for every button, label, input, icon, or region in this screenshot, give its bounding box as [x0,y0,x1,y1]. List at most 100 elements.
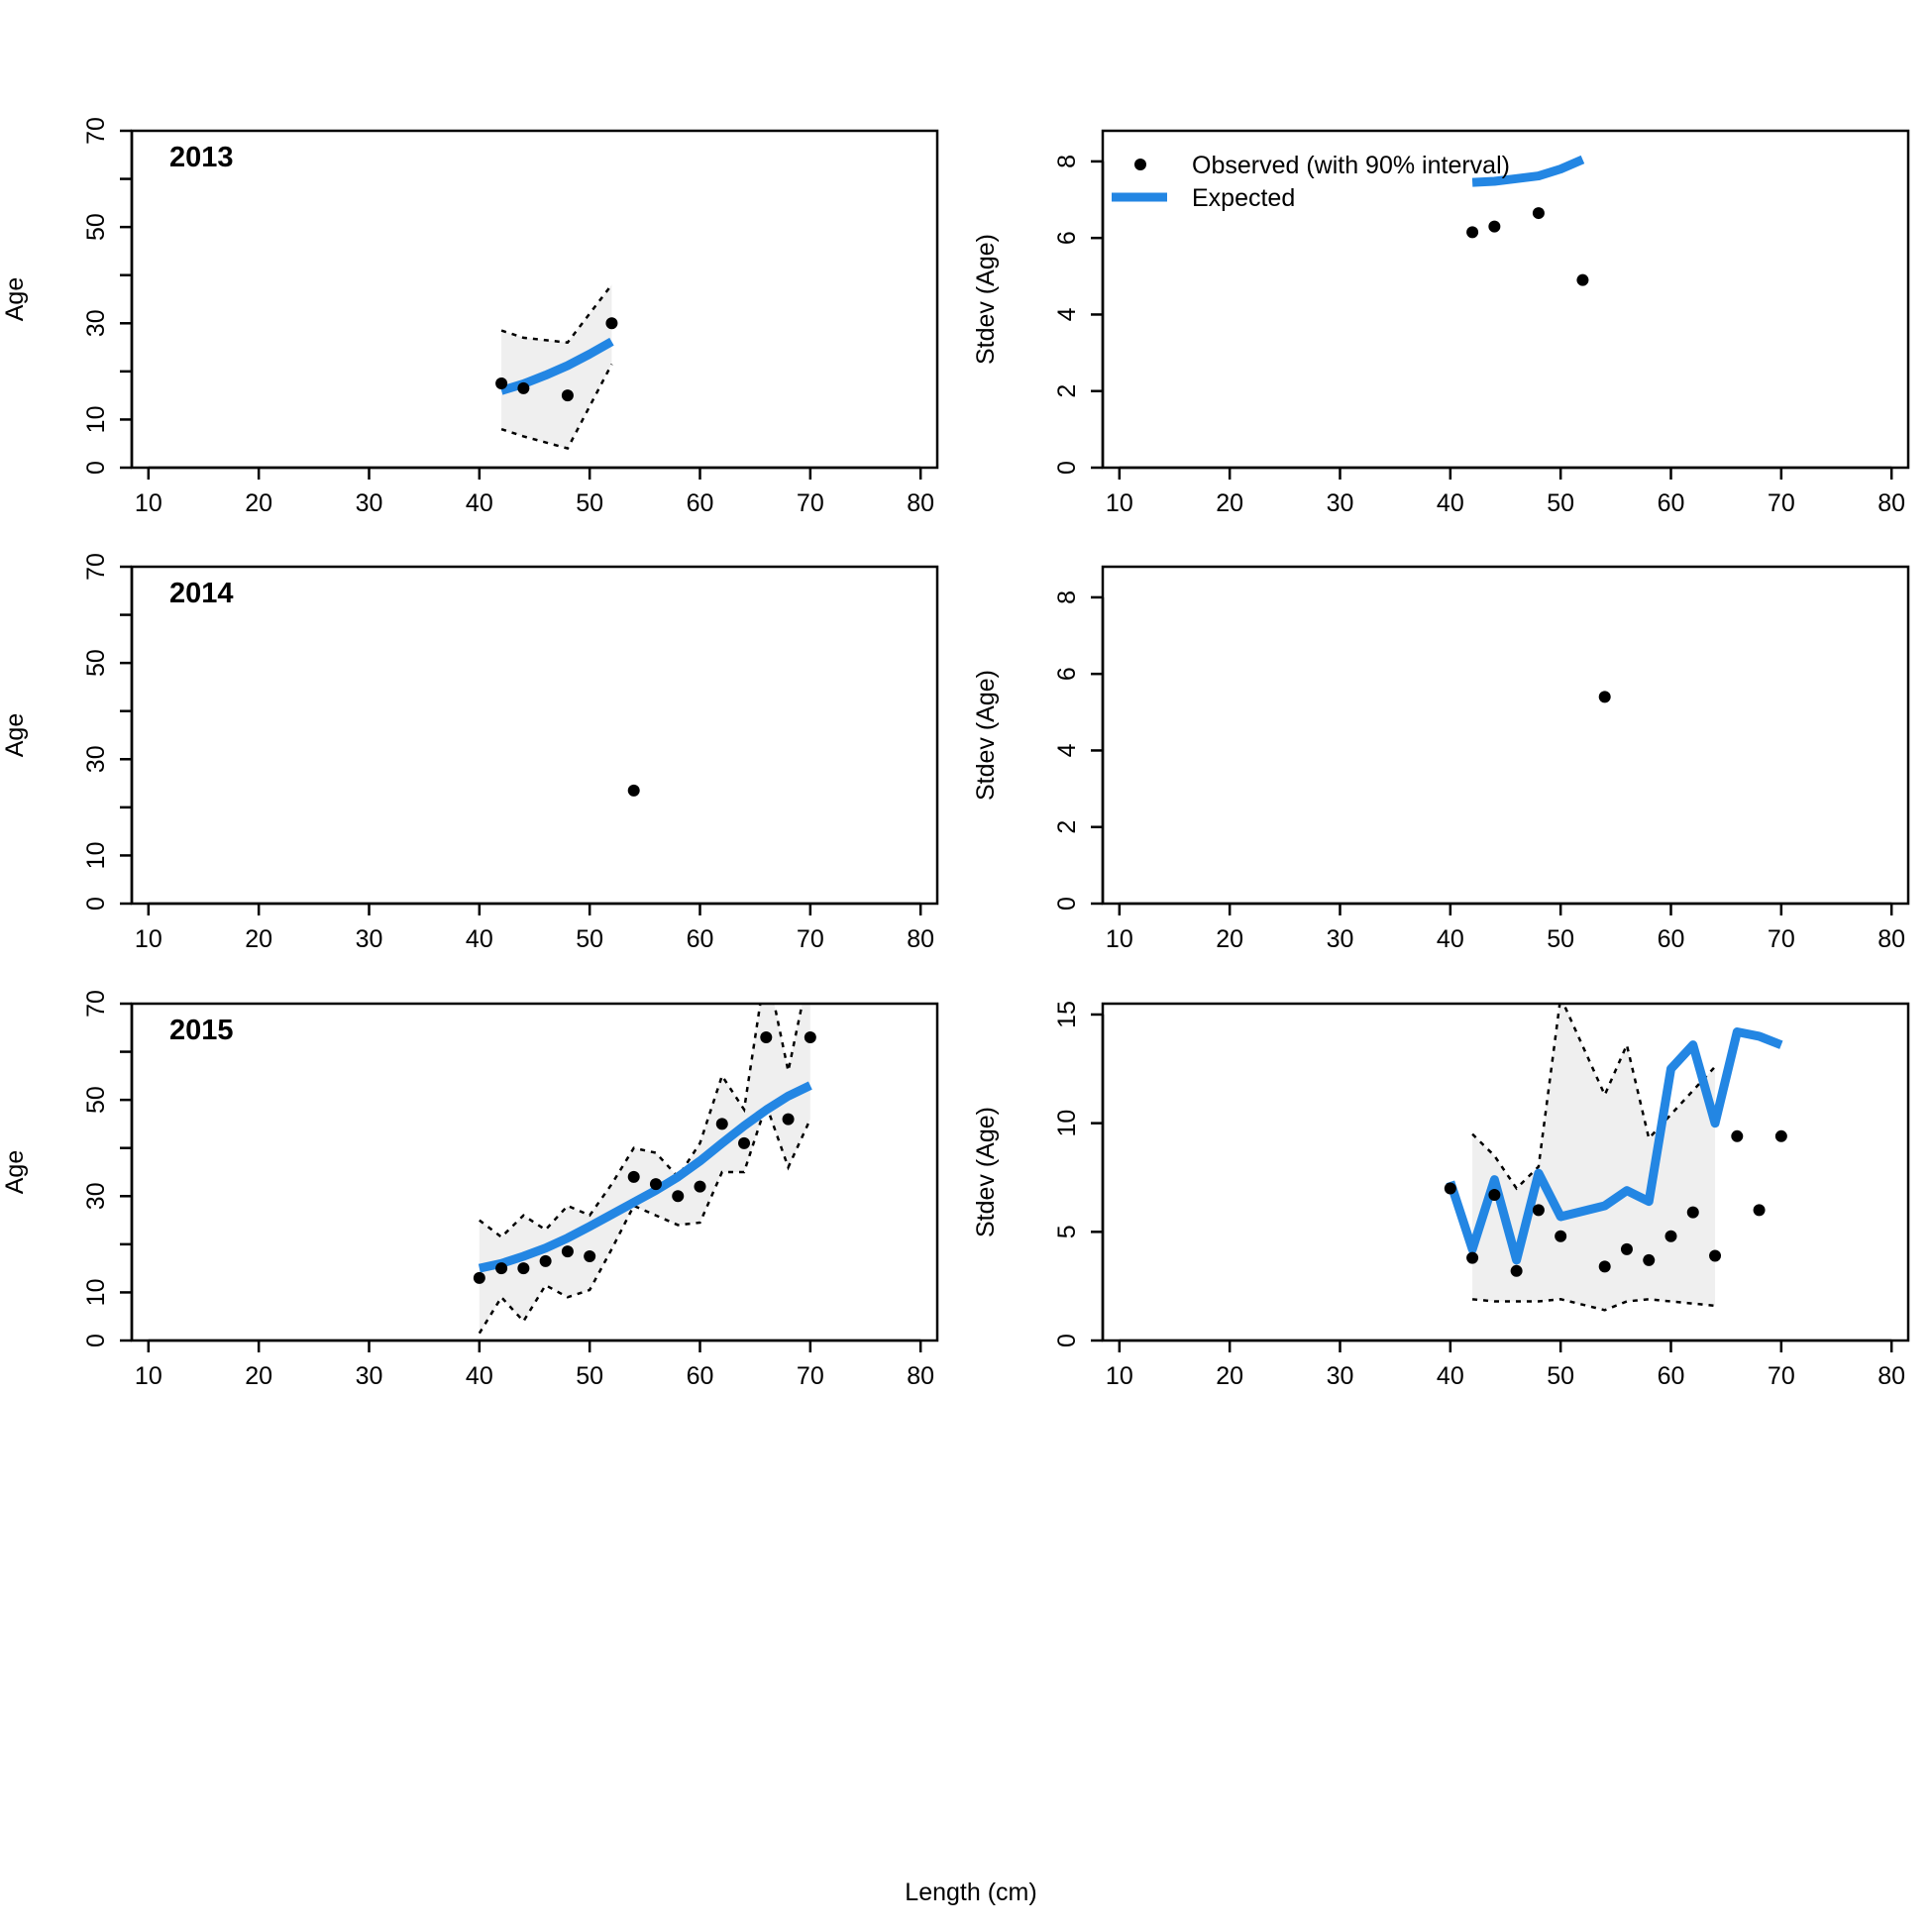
y-tick-label: 30 [82,1182,110,1210]
y-tick-label: 10 [82,1279,110,1307]
y-axis-title: Stdev (Age) [972,234,1000,365]
x-tick-label: 40 [1437,1362,1464,1390]
observed-point [473,1271,485,1284]
x-tick-label: 70 [1768,489,1795,517]
observed-point [584,1250,596,1262]
plot-area [473,1004,816,1335]
observed-point [1444,1182,1456,1195]
x-tick-label: 10 [1106,925,1133,953]
y-tick-label: 8 [1053,590,1081,604]
observed-point [517,381,530,394]
y-tick-label: 0 [1053,1334,1081,1347]
observed-point [1488,220,1501,233]
x-tick-label: 20 [1216,489,1243,517]
observed-point [760,1031,773,1043]
observed-point [539,1254,552,1267]
x-tick-label: 80 [1878,1362,1905,1390]
y-tick-label: 4 [1053,307,1081,321]
x-tick-label: 20 [245,489,272,517]
y-tick-label: 30 [82,309,110,337]
interval-upper-line [500,283,613,345]
x-tick-label: 50 [1547,489,1574,517]
y-tick-label: 6 [1053,667,1081,681]
year-label: 2013 [169,142,234,173]
y-tick-label: 5 [1053,1225,1081,1238]
x-tick-label: 30 [356,489,383,517]
x-tick-label: 70 [797,925,824,953]
interval-lower-line [500,363,613,451]
x-tick-label: 30 [356,1362,383,1390]
observed-point [672,1190,685,1203]
panel-3: 10 20 30 40 50 60 70 80 0 10 30 50 70 Age 2014 [1,553,939,953]
observed-point [1664,1230,1677,1242]
y-axis-title: Stdev (Age) [972,1107,1000,1237]
observed-point [1532,1204,1545,1217]
observed-point [517,1262,530,1275]
observed-point [627,784,640,797]
y-axis: 0 2 4 6 8 [1053,590,1105,911]
y-tick-label: 30 [82,745,110,773]
x-tick-label: 30 [356,925,383,953]
observed-point [738,1136,751,1149]
x-tick-label: 40 [1437,925,1464,953]
x-tick-label: 60 [687,925,714,953]
x-tick-label: 10 [135,489,162,517]
plot-area [495,283,618,451]
y-tick-label: 6 [1053,231,1081,245]
x-axis-title: Length (cm) [905,1878,1036,1906]
y-tick-label: 10 [1053,1110,1081,1137]
interval-upper-line [1471,1004,1716,1191]
y-tick-label: 50 [82,1086,110,1114]
y-tick-label: 0 [1053,461,1081,475]
x-tick-label: 80 [907,489,934,517]
plot-frame [130,565,939,906]
x-tick-label: 20 [1216,925,1243,953]
y-tick-label: 10 [82,406,110,434]
panel-1: 10 20 30 40 50 60 70 80 0 10 30 50 70 Age 2013 [1,117,939,517]
x-tick-label: 70 [1768,1362,1795,1390]
x-tick-label: 50 [1547,1362,1574,1390]
y-tick-label: 10 [82,842,110,870]
x-tick-label: 50 [576,925,603,953]
x-tick-label: 20 [245,925,272,953]
observed-point [1643,1253,1656,1266]
x-tick-label: 80 [907,925,934,953]
x-tick-label: 80 [1878,489,1905,517]
observed-point [1466,226,1479,239]
legend-expected-label: Expected [1192,184,1295,212]
legend-observed-label: Observed (with 90% interval) [1192,152,1510,179]
observed-point [804,1031,816,1043]
x-tick-label: 60 [1658,489,1685,517]
observed-point [782,1113,795,1126]
legend: Observed (with 90% interval) Expected [1112,152,1510,212]
interval-lower-line [1471,1298,1716,1312]
y-axis-title: Stdev (Age) [972,670,1000,801]
observed-point [495,1262,508,1275]
observed-point [1731,1129,1744,1142]
plot-frame [1101,565,1910,906]
legend-observed-marker [1134,159,1146,170]
x-tick-label: 20 [245,1362,272,1390]
interval-upper-line [479,1004,805,1239]
x-tick-label: 60 [687,1362,714,1390]
observed-point [495,377,508,389]
y-tick-label: 0 [82,1334,110,1347]
y-axis: 0 10 30 50 70 [82,553,134,911]
y-tick-label: 15 [1053,1001,1081,1028]
x-tick-label: 50 [1547,925,1574,953]
panel-6: 10 20 30 40 50 60 70 80 0 5 10 15 Stdev (Age) [972,1001,1910,1390]
x-tick-label: 80 [1878,925,1905,953]
panel-2: 10 20 30 40 50 60 70 80 0 2 4 6 8 Stdev (Age) Observed… [972,129,1910,517]
x-axis: 10 20 30 40 50 60 70 80 [1106,1339,1905,1390]
y-axis-title: Age [1,277,29,321]
plot-area [1466,155,1589,286]
observed-point [1620,1242,1633,1255]
y-tick-label: 2 [1053,384,1081,398]
y-axis-title: Age [1,1150,29,1194]
x-axis: 10 20 30 40 50 60 70 80 [1106,466,1905,517]
x-tick-label: 70 [1768,925,1795,953]
x-tick-label: 10 [1106,489,1133,517]
x-tick-label: 10 [1106,1362,1133,1390]
observed-point [1598,1260,1611,1273]
